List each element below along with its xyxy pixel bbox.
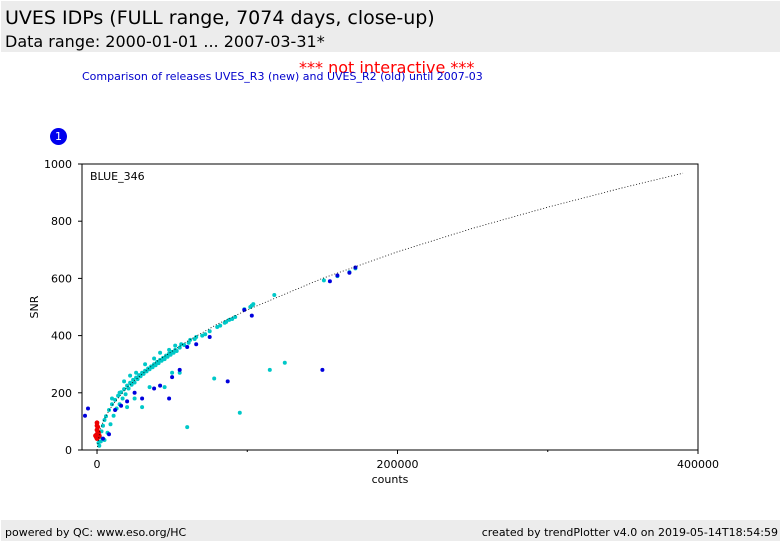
data-point-cyan [103,418,107,422]
y-tick-label: 600 [51,272,72,285]
data-point-blue [242,308,246,312]
data-point-cyan [194,335,198,339]
data-point-cyan [122,379,126,383]
data-point-red [94,435,99,440]
data-point-cyan [110,397,114,401]
footer-bar: powered by QC: www.eso.org/HC created by… [1,520,780,541]
data-point-blue [347,271,351,275]
data-point-cyan [128,374,132,378]
x-tick-label: 0 [94,458,101,471]
data-point-cyan [133,397,137,401]
data-point-blue [152,387,156,391]
data-point-blue [226,379,230,383]
data-point-red [95,420,100,425]
x-tick-label: 400000 [677,458,719,471]
data-point-cyan [125,405,129,409]
x-tick-label: 200000 [377,458,419,471]
data-point-blue [101,437,105,441]
data-point-cyan [167,348,171,352]
data-point-cyan [218,324,222,328]
data-point-cyan [185,425,189,429]
plot-frame [82,164,698,450]
data-point-cyan [140,405,144,409]
y-tick-label: 0 [65,444,72,457]
data-point-blue [170,375,174,379]
y-tick-label: 1000 [44,158,72,171]
data-point-cyan [112,414,116,418]
data-point-cyan [109,422,113,426]
data-point-blue [194,342,198,346]
data-point-blue [125,399,129,403]
data-point-cyan [251,302,255,306]
data-point-blue [133,391,137,395]
data-point-blue [185,345,189,349]
data-point-blue [208,335,212,339]
y-tick-label: 400 [51,330,72,343]
data-point-cyan [118,391,122,395]
data-point-cyan [133,381,137,385]
data-point-cyan [136,377,140,381]
y-tick-label: 800 [51,215,72,228]
data-point-blue [320,368,324,372]
footer-generator: created by trendPlotter v4.0 on 2019-05-… [482,526,778,539]
y-tick-label: 200 [51,387,72,400]
data-point-blue [83,414,87,418]
data-point-cyan [134,371,138,375]
y-axis-label: SNR [28,295,41,318]
data-point-blue [353,266,357,270]
data-point-cyan [110,402,114,406]
data-point-cyan [268,368,272,372]
data-point-cyan [163,385,167,389]
data-point-cyan [121,397,125,401]
data-point-blue [113,408,117,412]
data-point-cyan [283,361,287,365]
data-point-cyan [203,332,207,336]
data-point-blue [335,274,339,278]
data-point-blue [140,397,144,401]
data-point-blue [178,368,182,372]
data-point-blue [167,397,171,401]
data-point-cyan [227,318,231,322]
data-point-cyan [173,344,177,348]
fit-curve [97,173,683,450]
data-point-blue [86,407,90,411]
data-point-cyan [143,362,147,366]
axes: 0 200000 400000 0 200 400 600 800 1000 [44,158,719,471]
data-point-cyan [97,444,101,448]
scatter-points [83,266,357,448]
data-point-cyan [170,371,174,375]
data-point-blue [328,279,332,283]
data-point-cyan [272,293,276,297]
data-point-cyan [107,408,111,412]
data-point-cyan [158,351,162,355]
panel-label: BLUE_346 [90,170,145,183]
data-point-cyan [152,357,156,361]
data-point-cyan [322,278,326,282]
data-point-cyan [212,377,216,381]
data-point-cyan [127,387,131,391]
data-point-cyan [124,392,128,396]
data-point-blue [158,384,162,388]
data-point-cyan [148,385,152,389]
data-point-blue [107,432,111,436]
data-point-red [95,425,100,430]
data-point-cyan [208,329,212,333]
footer-credit: powered by QC: www.eso.org/HC [5,526,186,539]
x-axis-label: counts [372,473,409,486]
data-point-blue [119,404,123,408]
data-point-cyan [238,411,242,415]
data-point-blue [250,314,254,318]
